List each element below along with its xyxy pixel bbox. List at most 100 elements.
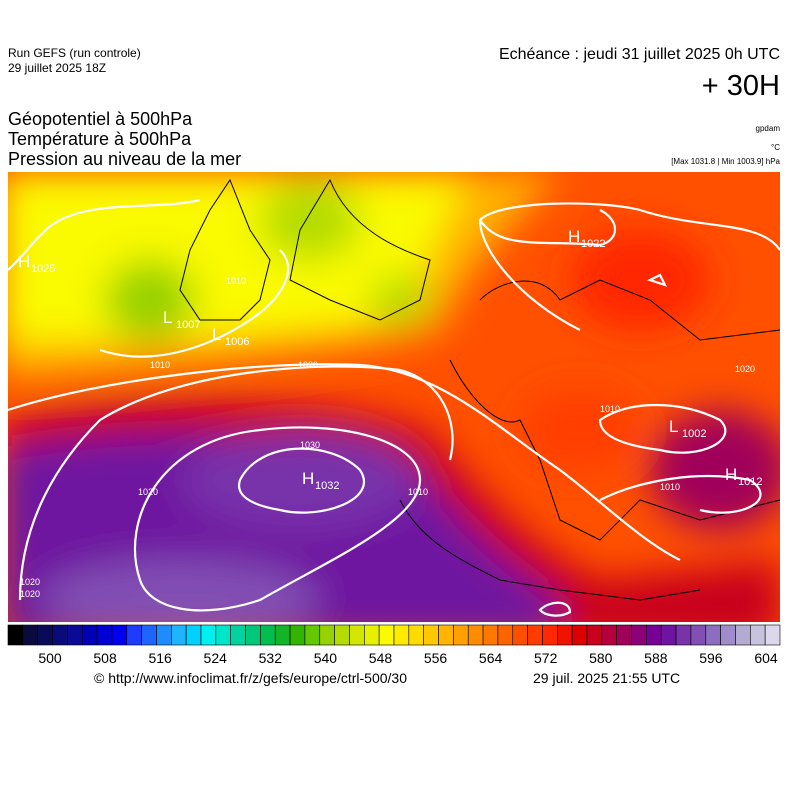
center-value: 1032 [315,480,339,492]
isobar-label: 1030 [300,440,320,450]
colorbar-cell [22,624,38,646]
colorbar-cell [467,624,484,646]
source-url: © http://www.infoclimat.fr/z/gefs/europe… [94,670,407,686]
colorbar-cell [571,624,588,646]
unit-hpa: [Max 1031.8 | Min 1003.9] hPa [671,157,780,166]
colorbar-tick-label: 516 [148,650,172,666]
colorbar-cell [200,624,217,646]
isobar-label: 1010 [226,276,246,286]
colorbar-cell [52,624,68,646]
colorbar-cell [319,624,335,646]
run-label: Run GEFS (run controle) [8,46,141,60]
colorbar-cell [527,624,543,646]
colorbar-tick-label: 588 [644,650,668,666]
center-letter: H [725,465,737,484]
colorbar-cell [497,624,514,646]
colorbar-cell [185,624,202,646]
run-date: 29 juillet 2025 18Z [8,61,107,75]
colorbar-tick-label: 604 [754,650,778,666]
colorbar-cell [378,624,395,646]
colorbar-cell [230,624,246,646]
lead-time: + 30H [701,70,780,102]
colorbar-tick-label: 532 [259,650,283,666]
center-value: 1006 [225,336,249,348]
isobar-label: 1020 [138,487,158,497]
center-value: 1002 [682,428,706,440]
isobar-label: 1010 [600,404,620,414]
isobar-label: 1010 [150,360,170,370]
isobar-label: 1020 [20,589,40,599]
title-pressure: Pression au niveau de la mer [8,149,242,169]
colorbar-tick-label: 596 [699,650,723,666]
colorbar-tick-label: 540 [314,650,338,666]
colorbar-cell [260,624,276,646]
colorbar-cell [81,624,98,646]
isobar-label: 1020 [298,360,318,370]
center-letter: L [669,417,678,436]
colorbar-cell [646,624,662,646]
unit-celsius: °C [771,143,780,152]
isobar-label: 1010 [660,482,680,492]
colorbar-cell [393,624,410,646]
colorbar: 500 508 516 524 532 540 548 556 564 572 580 588 596 6… [7,624,781,666]
colorbar-cell [364,624,380,646]
colorbar-cell [660,624,677,646]
colorbar-cell [557,624,573,646]
valid-time: Echéance : jeudi 31 juillet 2025 0h UTC [498,46,780,63]
colorbar-cell [141,624,157,646]
colorbar-cell [453,624,469,646]
colorbar-cell [542,624,558,646]
unit-gpdam: gpdam [755,124,780,133]
center-letter: H [568,227,580,246]
colorbar-tick-label: 580 [589,650,613,666]
center-value: 1012 [738,476,762,488]
colorbar-cell [408,624,424,646]
colorbar-cell [37,624,53,646]
colorbar-cell [126,624,142,646]
center-letter: L [163,308,172,327]
colorbar-cell [289,624,306,646]
colorbar-cell [304,624,321,646]
colorbar-tick-label: 500 [38,650,62,666]
title-geopotential: Géopotentiel à 500hPa [8,109,193,129]
colorbar-cell [735,624,751,646]
colorbar-cell [690,624,707,646]
colorbar-tick-label: 524 [204,650,228,666]
colorbar-cell [438,624,454,646]
colorbar-cell [171,624,187,646]
colorbar-tick-label: 564 [479,650,503,666]
center-letter: L [212,325,221,344]
colorbar-cell [7,624,24,646]
colorbar-tick-label: 556 [424,650,448,666]
colorbar-cell [675,624,692,646]
colorbar-cell [334,624,350,646]
colorbar-cell [586,624,603,646]
colorbar-cell [601,624,617,646]
title-temperature: Température à 500hPa [8,129,192,149]
colorbar-cell [274,624,291,646]
colorbar-cell [705,624,721,646]
colorbar-cell [215,624,231,646]
colorbar-cell [616,624,632,646]
isobar-label: 1020 [735,364,755,374]
colorbar-tick-label: 572 [534,650,558,666]
center-value: 1025 [31,263,55,275]
colorbar-cell [349,624,365,646]
center-letter: H [302,469,314,488]
colorbar-cell [631,624,647,646]
colorbar-cell [156,624,172,646]
colorbar-cell [482,624,499,646]
center-value: 1007 [176,319,200,331]
colorbar-cell [111,624,128,646]
colorbar-cell [720,624,736,646]
center-letter: H [18,252,30,271]
colorbar-cell [750,624,766,646]
colorbar-tick-label: 548 [369,650,393,666]
coastlines [179,178,780,601]
generated-time: 29 juil. 2025 21:55 UTC [533,670,680,686]
colorbar-cell [245,624,261,646]
temperature-field [8,172,780,622]
